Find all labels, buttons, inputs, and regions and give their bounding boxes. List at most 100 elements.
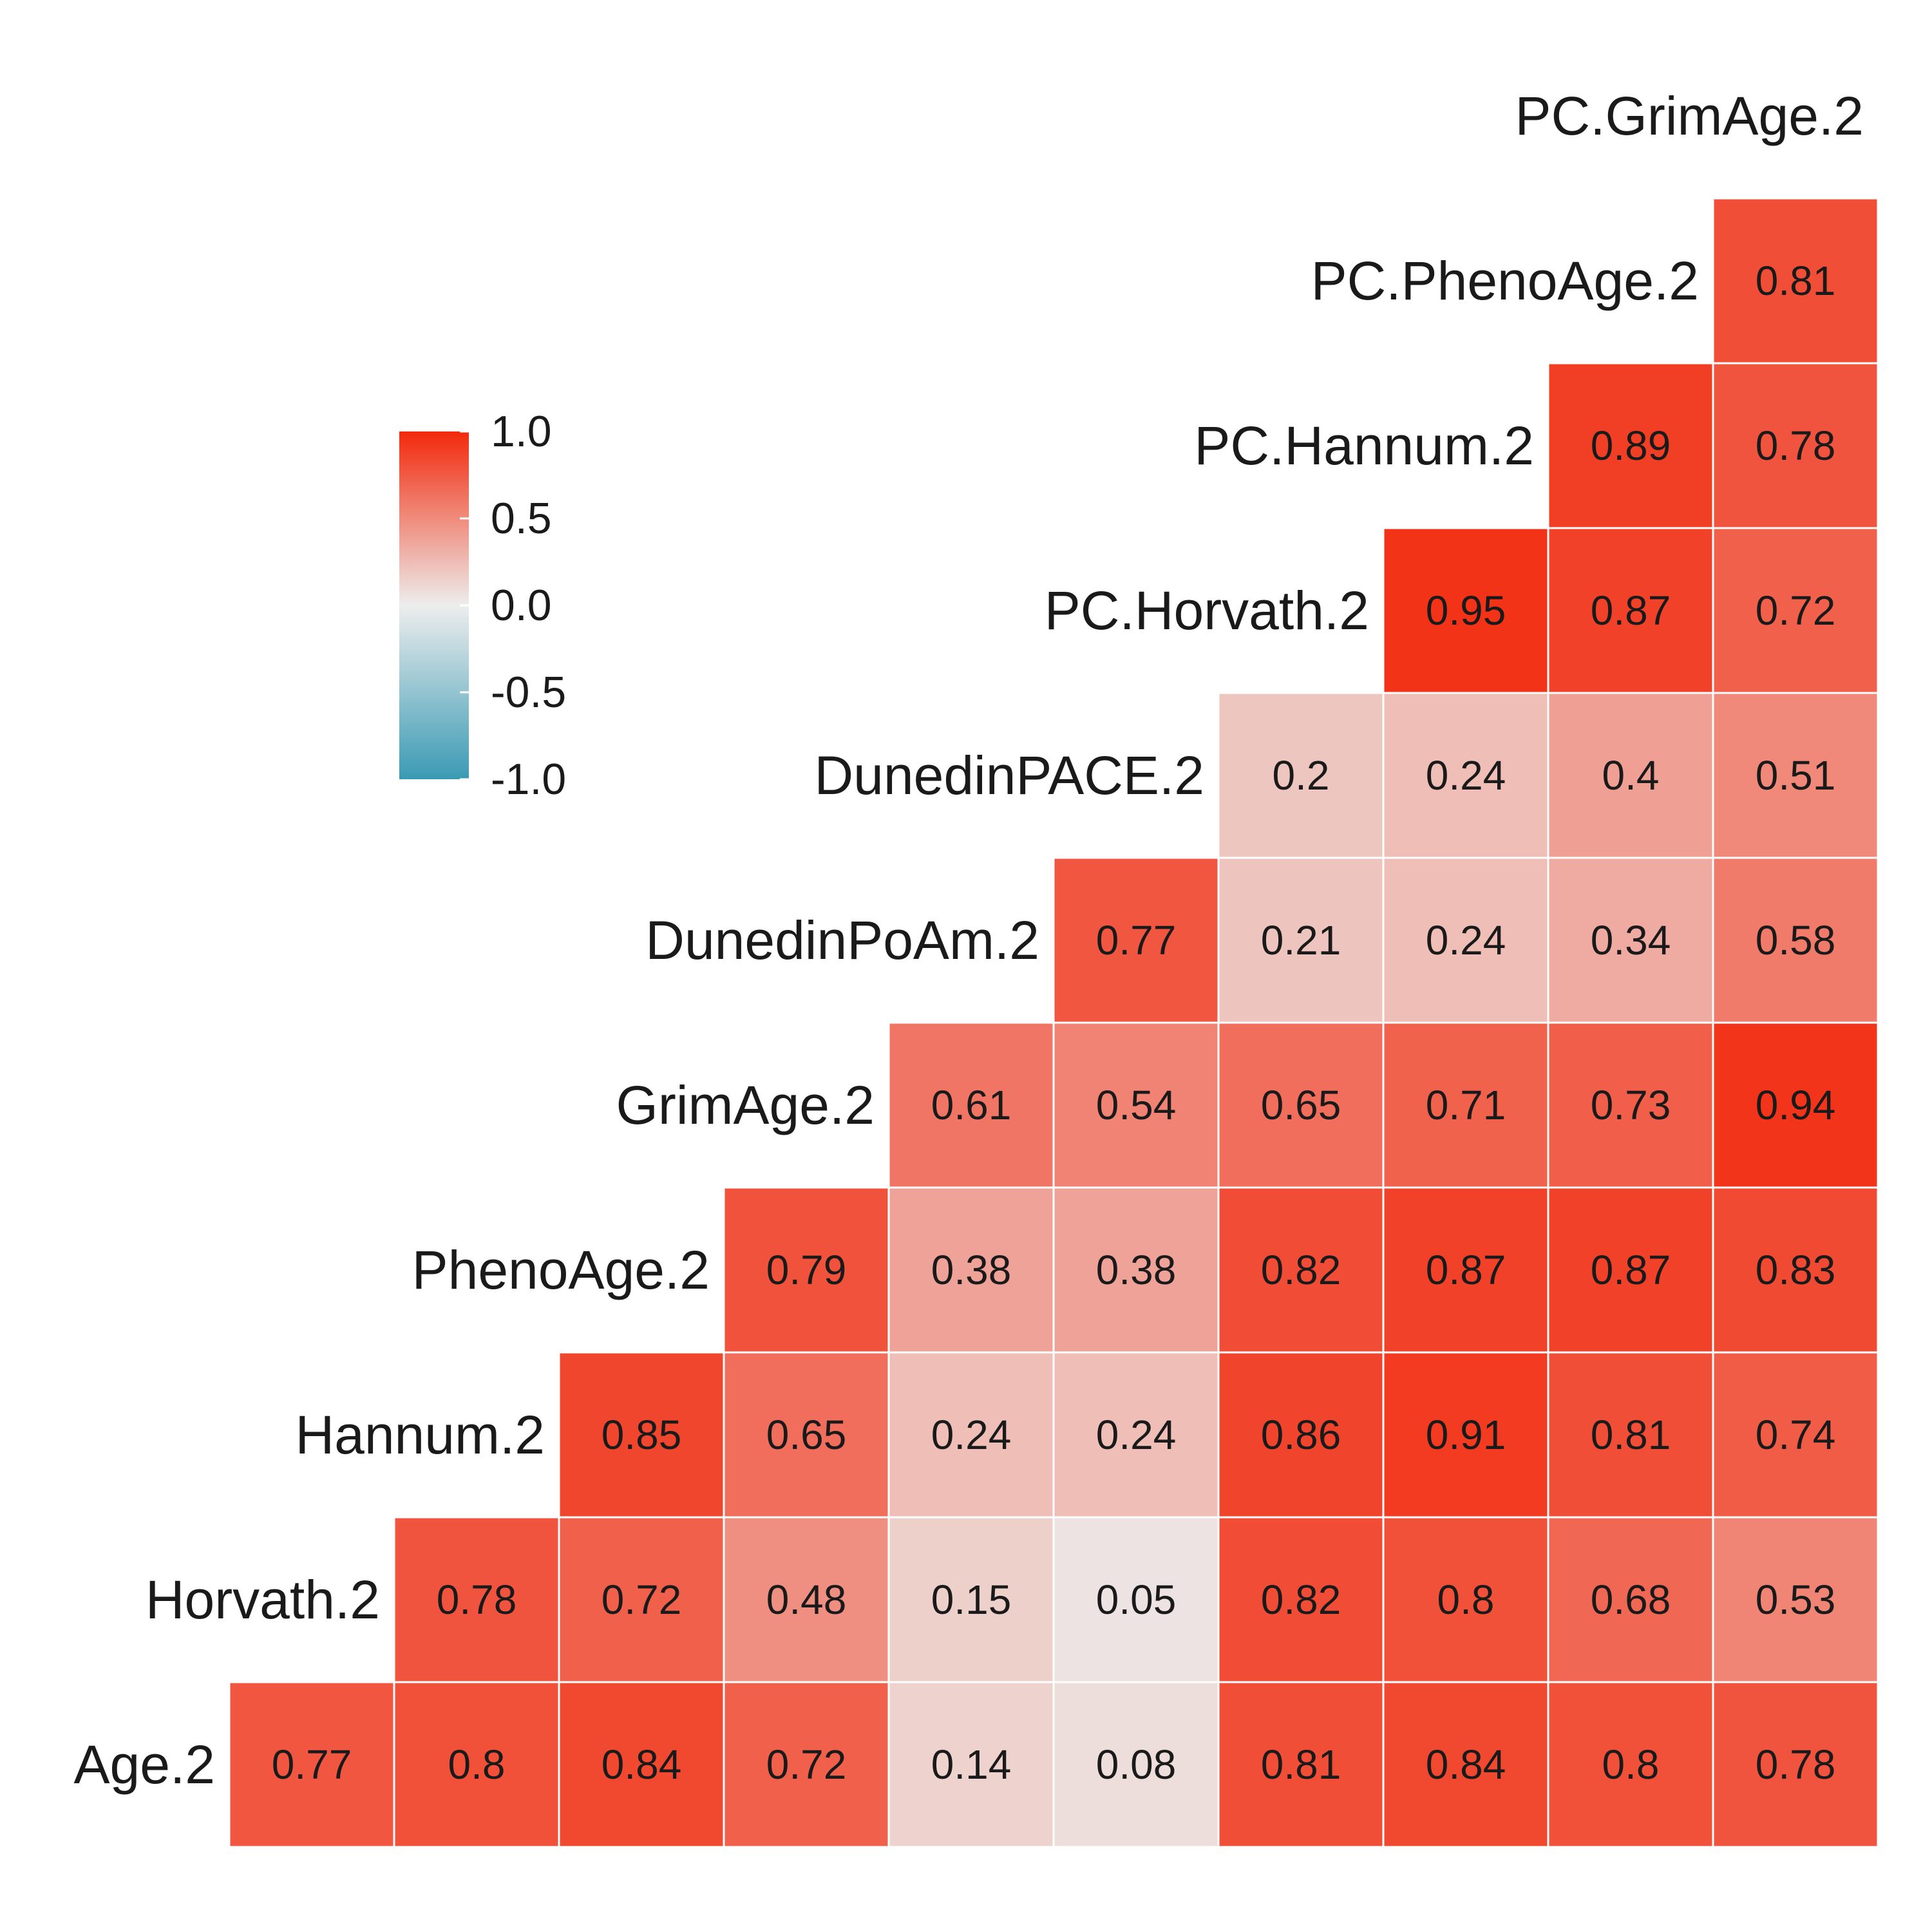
heatmap-cell — [1712, 1681, 1879, 1848]
heatmap-cell — [1217, 1516, 1385, 1683]
cell-value-label: 0.95 — [1426, 587, 1506, 634]
cell-value-label: 0.79 — [766, 1247, 847, 1293]
heatmap-cell — [1547, 362, 1714, 529]
heatmap-cell — [1382, 692, 1549, 859]
cell-value-label: 0.74 — [1756, 1412, 1836, 1458]
cell-value-label: 0.65 — [766, 1412, 847, 1458]
cell-value-label: 0.08 — [1096, 1741, 1177, 1788]
cell-value-label: 0.38 — [1096, 1247, 1177, 1293]
cell-value-label: 0.24 — [1426, 752, 1506, 799]
heatmap-cell — [723, 1516, 890, 1683]
cell-value-label: 0.24 — [1096, 1412, 1177, 1458]
heatmap-cell — [1712, 1516, 1879, 1683]
cell-value-label: 0.65 — [1261, 1082, 1341, 1128]
cell-value-label: 0.78 — [1756, 1741, 1836, 1788]
cell-value-label: 0.86 — [1261, 1412, 1341, 1458]
heatmap-cell — [1712, 1351, 1879, 1519]
heatmap-cell — [1547, 1516, 1714, 1683]
cell-value-label: 0.83 — [1756, 1247, 1836, 1293]
heatmap-cell — [1217, 692, 1385, 859]
cell-value-label: 0.71 — [1426, 1082, 1506, 1128]
heatmap-cell — [1052, 1351, 1220, 1519]
heatmap-cell — [1712, 1186, 1879, 1354]
legend-tick-label: 0.0 — [491, 581, 552, 630]
cell-value-label: 0.81 — [1756, 258, 1836, 304]
heatmap-cell — [393, 1681, 560, 1848]
cell-value-label: 0.8 — [1602, 1741, 1660, 1788]
cell-value-label: 0.68 — [1591, 1577, 1671, 1623]
cell-value-label: 0.72 — [601, 1577, 682, 1623]
cell-value-label: 0.24 — [931, 1412, 1012, 1458]
cell-value-label: 0.54 — [1096, 1082, 1177, 1128]
heatmap-cell — [723, 1681, 890, 1848]
heatmap-cell — [1052, 1681, 1220, 1848]
heatmap-cell — [1547, 692, 1714, 859]
heatmap-cell — [558, 1516, 725, 1683]
heatmap-cells: 0.77 0.8 0.84 0.72 0.14 0.08 0.81 0.84 0.8 0.78 0.… — [228, 197, 1879, 1848]
row-label: DunedinPoAm.2 — [645, 910, 1039, 971]
cell-value-label: 0.87 — [1591, 587, 1671, 634]
cell-value-label: 0.72 — [766, 1741, 847, 1788]
cell-value-label: 0.91 — [1426, 1412, 1506, 1458]
cell-value-label: 0.78 — [1756, 422, 1836, 469]
heatmap-cell — [887, 1021, 1055, 1189]
cell-value-label: 0.8 — [1437, 1577, 1495, 1623]
cell-value-label: 0.87 — [1591, 1247, 1671, 1293]
heatmap-cell — [1712, 197, 1879, 365]
row-label: GrimAge.2 — [616, 1075, 875, 1135]
heatmap-cell — [1052, 1021, 1220, 1189]
legend-tick-label: -1.0 — [491, 755, 566, 804]
cell-value-label: 0.78 — [437, 1577, 517, 1623]
heatmap-cell — [1217, 1021, 1385, 1189]
cell-value-label: 0.73 — [1591, 1082, 1671, 1128]
heatmap-cell — [1382, 1681, 1549, 1848]
cell-value-label: 0.85 — [601, 1412, 682, 1458]
cell-value-label: 0.84 — [601, 1741, 682, 1788]
heatmap-cell — [1052, 857, 1220, 1024]
cell-value-label: 0.84 — [1426, 1741, 1506, 1788]
cell-value-label: 0.61 — [931, 1082, 1012, 1128]
heatmap-cell — [1712, 527, 1879, 694]
legend-tick-label: 1.0 — [491, 407, 552, 456]
row-label: Hannum.2 — [295, 1405, 545, 1465]
heatmap-cell — [1382, 1021, 1549, 1189]
legend-tick-label: -0.5 — [491, 668, 566, 717]
row-label: PhenoAge.2 — [412, 1240, 710, 1300]
heatmap-cell — [887, 1186, 1055, 1354]
heatmap-cell — [1547, 1681, 1714, 1848]
color-legend: 1.0 0.5 0.0 -0.5 -1.0 — [399, 407, 566, 804]
cell-value-label: 0.82 — [1261, 1247, 1341, 1293]
cell-value-label: 0.4 — [1602, 752, 1660, 799]
cell-value-label: 0.05 — [1096, 1577, 1177, 1623]
heatmap-cell — [1217, 1681, 1385, 1848]
cell-value-label: 0.77 — [1096, 917, 1177, 963]
row-label: PC.PhenoAge.2 — [1311, 251, 1699, 311]
cell-value-label: 0.58 — [1756, 917, 1836, 963]
cell-value-label: 0.24 — [1426, 917, 1506, 963]
row-label: PC.Horvath.2 — [1045, 580, 1369, 641]
heatmap-cell — [1712, 362, 1879, 529]
row-label: PC.Hannum.2 — [1194, 415, 1534, 476]
cell-value-label: 0.14 — [931, 1741, 1012, 1788]
cell-value-label: 0.82 — [1261, 1577, 1341, 1623]
row-label: Horvath.2 — [146, 1569, 380, 1630]
cell-value-label: 0.8 — [448, 1741, 506, 1788]
heatmap-cell — [1712, 1021, 1879, 1189]
heatmap-cell — [1382, 1516, 1549, 1683]
row-labels: Age.2 Horvath.2 Hannum.2 PhenoAge.2 GrimAge.… — [73, 86, 1864, 1795]
heatmap-cell — [723, 1186, 890, 1354]
heatmap-cell — [1217, 857, 1385, 1024]
cell-value-label: 0.15 — [931, 1577, 1012, 1623]
cell-value-label: 0.21 — [1261, 917, 1341, 963]
row-label: DunedinPACE.2 — [815, 745, 1204, 806]
cell-value-label: 0.81 — [1261, 1741, 1341, 1788]
heatmap-cell — [887, 1681, 1055, 1848]
cell-value-label: 0.72 — [1756, 587, 1836, 634]
cell-value-label: 0.38 — [931, 1247, 1012, 1293]
cell-value-label: 0.2 — [1273, 752, 1330, 799]
legend-ticks: 1.0 0.5 0.0 -0.5 -1.0 — [460, 407, 566, 804]
cell-value-label: 0.48 — [766, 1577, 847, 1623]
cell-value-label: 0.94 — [1756, 1082, 1836, 1128]
legend-tick-label: 0.5 — [491, 494, 552, 543]
